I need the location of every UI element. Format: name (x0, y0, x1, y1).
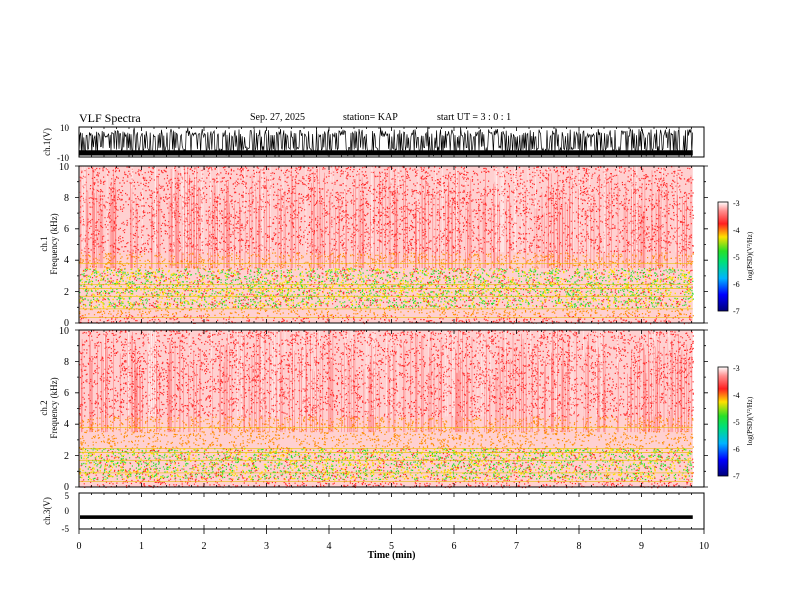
ch1-spec-ytick: 0 (64, 318, 69, 329)
ch3-wave-ytick: 0 (65, 506, 70, 516)
ch2-colorbar-tick: -4 (733, 391, 740, 400)
ch1-wave-ytick-bottom: -10 (57, 153, 69, 163)
x-tick-label: 0 (77, 541, 82, 552)
spectrogram-band (79, 307, 694, 317)
spectrogram-band (79, 166, 694, 254)
ch2-spectrogram-plot (79, 330, 694, 489)
x-tick-label: 5 (389, 541, 394, 552)
axis-ticks (75, 127, 708, 534)
ch2-spec-ytick: 10 (59, 326, 69, 337)
spectrogram-gaps (79, 166, 680, 253)
ch1-colorbar-label: log(PSD)(V²/Hz) (746, 231, 754, 280)
ch2-colorbar (717, 366, 729, 477)
ch1-spec-ytick: 6 (64, 224, 69, 235)
ch3-waveform-frame (78, 492, 705, 530)
tick-marks (75, 127, 708, 534)
ch2-spec-ytick: 0 (64, 482, 69, 493)
ch1-colorbar-tick: -5 (733, 253, 740, 262)
ch1-colorbar-tick: -6 (733, 280, 740, 289)
ch1-spec-ytick: 2 (64, 287, 69, 298)
date-label: Sep. 27, 2025 (250, 112, 305, 123)
ch2-spec-ytick: 8 (64, 357, 69, 368)
ch3-waveform-trace (80, 515, 693, 519)
start-time-label: start UT = 3 : 0 : 1 (437, 112, 512, 123)
ch2-colorbar-label: log(PSD)(V²/Hz) (746, 396, 754, 445)
ch1-colorbar-tick: -4 (733, 226, 740, 235)
ch2-colorbar-tick: -6 (733, 445, 740, 454)
ch1-colorbar-tick: -7 (733, 307, 740, 316)
spectrogram-sferics (79, 330, 692, 433)
x-tick-label: 3 (264, 541, 269, 552)
x-tick-label: 8 (577, 541, 582, 552)
spectrogram-gaps (104, 330, 671, 417)
ch1-waveform-floor (79, 150, 693, 156)
figure-title: VLF Spectra (79, 111, 141, 125)
x-tick-label: 10 (699, 541, 709, 552)
ch1-wave-ytick-top: 10 (60, 123, 70, 133)
ch1-spec-ytick: 4 (64, 255, 69, 266)
x-tick-label: 1 (139, 541, 144, 552)
ch1-spectrogram-ylabel-freq: Frequency (kHz) (49, 213, 59, 274)
x-tick-label: 4 (327, 541, 332, 552)
ch3-wave-ytick: 5 (65, 491, 70, 501)
spectrogram-band-mix (79, 447, 694, 481)
spectrogram-sferics (78, 166, 692, 269)
ch2-colorbar-tick: -5 (733, 418, 740, 427)
ch1-waveform-plot (78, 127, 693, 157)
spectrogram-band-mix (79, 268, 694, 309)
x-axis-label: Time (min) (368, 550, 416, 561)
ch3-waveform-plot (80, 515, 693, 519)
x-tick-label: 7 (514, 541, 519, 552)
spectrogram-band (79, 252, 694, 270)
ch1-spectrogram-ylabel-channel: ch.1 (39, 236, 49, 251)
ch1-spectrogram-plot (78, 166, 694, 325)
spectrogram-band (79, 315, 692, 325)
ch1-waveform-trace (78, 127, 693, 157)
ch1-colorbar (717, 201, 729, 312)
ch2-colorbar-tick: -3 (733, 364, 740, 373)
ch2-spec-ytick: 2 (64, 451, 69, 462)
ch1-waveform-ylabel: ch.1(V) (42, 128, 52, 156)
x-tick-label: 6 (452, 541, 457, 552)
ch1-spec-ytick: 8 (64, 193, 69, 204)
ch1-spec-ytick: 10 (59, 162, 69, 173)
ch1-colorbar-tick: -3 (733, 199, 740, 208)
ch2-colorbar-tick: -7 (733, 472, 740, 481)
ch2-spec-ytick: 6 (64, 388, 69, 399)
ch3-waveform-ylabel: ch.3(V) (42, 497, 52, 525)
ch2-spectrogram-ylabel-freq: Frequency (kHz) (49, 377, 59, 438)
x-tick-label: 2 (202, 541, 207, 552)
spectrogram-band (79, 447, 693, 481)
spectrogram-band (79, 416, 694, 449)
x-tick-label: 9 (639, 541, 644, 552)
ch2-spec-ytick: 4 (64, 419, 69, 430)
ch2-spectrogram-ylabel-channel: ch.2 (39, 400, 49, 415)
station-label: station= KAP (343, 112, 398, 123)
ch3-wave-ytick: -5 (62, 524, 70, 534)
